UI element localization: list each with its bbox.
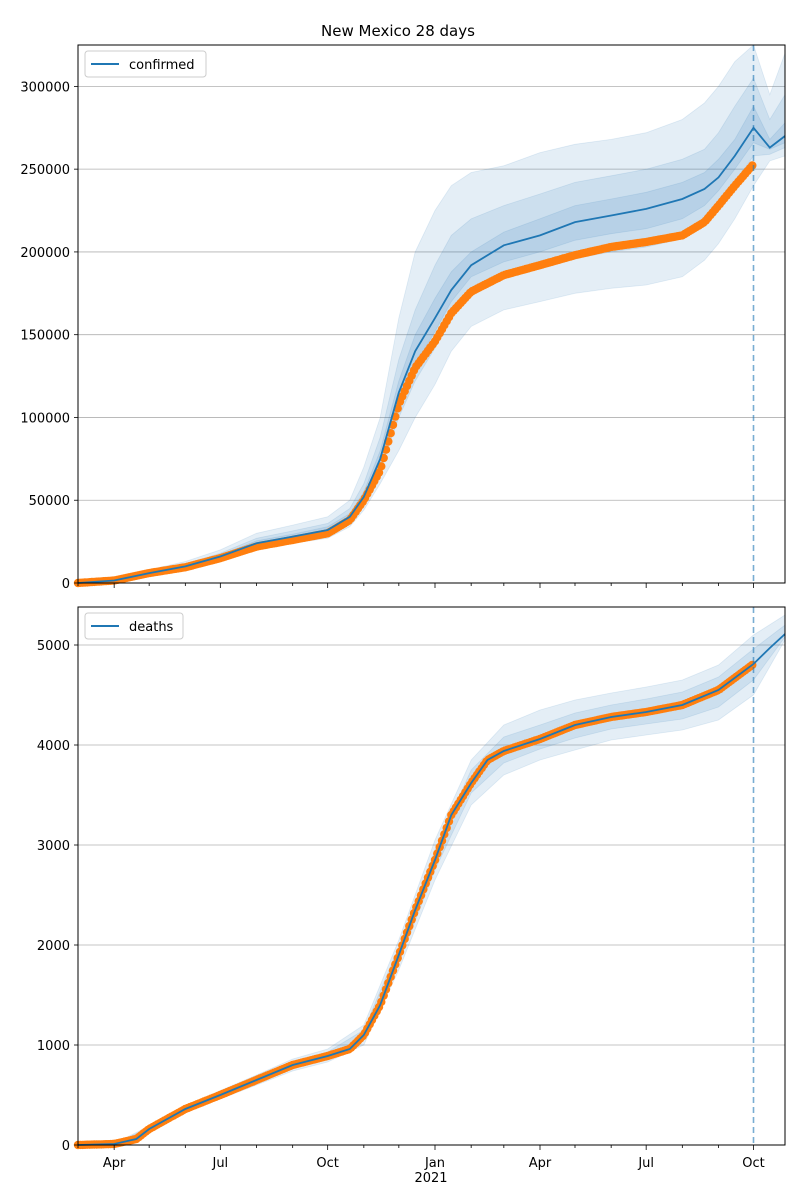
x-tick-label: Apr (529, 1156, 552, 1171)
x-tick-label: Jan (424, 1156, 445, 1171)
x-tick-label: Jul (637, 1156, 654, 1171)
legend-label-confirmed: confirmed (129, 58, 195, 73)
y-tick-label: 2000 (37, 939, 70, 954)
model-line (77, 126, 786, 584)
x-tick-label: Apr (103, 1156, 126, 1171)
x-axis-year-label: 2021 (414, 1171, 447, 1186)
y-tick-label: 0 (62, 1139, 70, 1154)
y-tick-label: 150000 (20, 329, 70, 344)
y-tick-label: 100000 (20, 411, 70, 426)
y-tick-label: 4000 (37, 739, 70, 754)
model-line (77, 633, 786, 1146)
y-tick-label: 0 (62, 577, 70, 592)
confirmed-model-line (77, 126, 786, 584)
x-tick-label: Oct (742, 1156, 764, 1171)
y-tick-label: 3000 (37, 839, 70, 854)
y-tick-label: 5000 (37, 639, 70, 654)
confirmed-panel: 0 50000 100000 150000 200000 250000 300000 con… (20, 44, 786, 592)
x-axis-tick-labels: Apr Jul Oct Jan Apr Jul Oct (103, 1156, 765, 1171)
confirmed-axes: 0 50000 100000 150000 200000 250000 300000 (20, 44, 786, 592)
y-tick-label: 200000 (20, 246, 70, 261)
observed-point (377, 462, 386, 471)
observed-point (748, 161, 757, 170)
deaths-axes: 0 1000 2000 3000 4000 5000 (37, 606, 786, 1154)
plot-frame (77, 44, 786, 584)
chart-title: New Mexico 28 days (321, 22, 475, 40)
deaths-panel: 0 1000 2000 3000 4000 5000 deaths (37, 606, 786, 1154)
legend-box (84, 612, 184, 640)
y-tick-label: 250000 (20, 163, 70, 178)
y-tick-label: 50000 (29, 494, 70, 509)
legend-label-deaths: deaths (129, 620, 174, 635)
y-tick-label: 1000 (37, 1039, 70, 1054)
deaths-model-line (77, 633, 786, 1146)
x-tick-label: Oct (316, 1156, 338, 1171)
observed-point (374, 468, 384, 477)
confirmed-legend: confirmed (84, 50, 207, 78)
y-tick-label: 300000 (20, 80, 70, 95)
plot-frame (77, 606, 786, 1146)
x-tick-label: Jul (211, 1156, 228, 1171)
legend-box (84, 50, 207, 78)
deaths-legend: deaths (84, 612, 184, 640)
